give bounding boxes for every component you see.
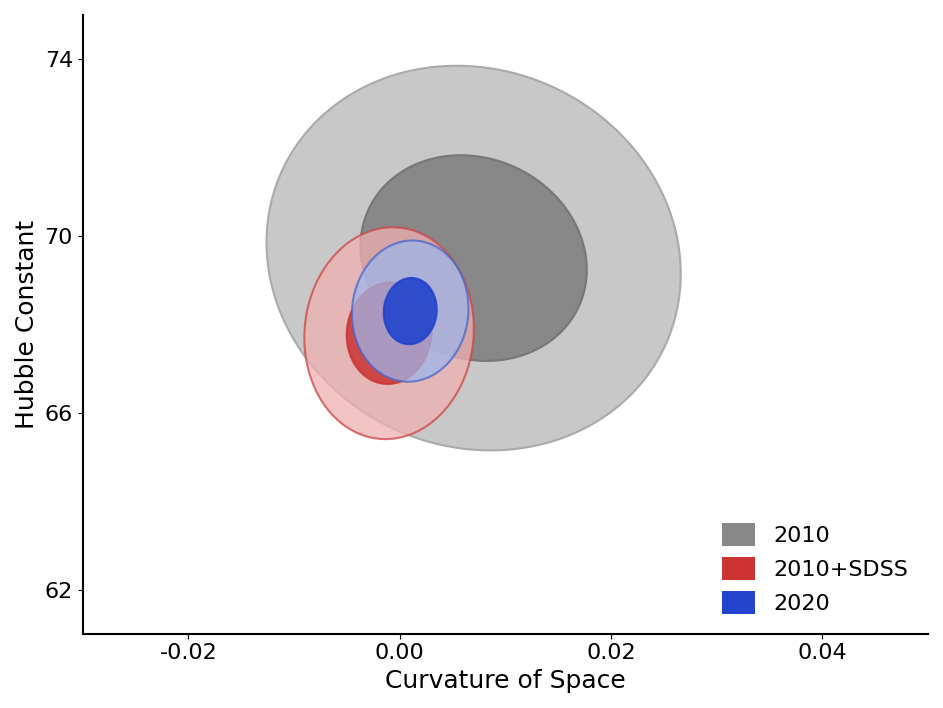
Legend: 2010, 2010+SDSS, 2020: 2010, 2010+SDSS, 2020 [713, 514, 917, 622]
Polygon shape [267, 66, 681, 450]
Polygon shape [352, 241, 469, 382]
X-axis label: Curvature of Space: Curvature of Space [385, 669, 626, 693]
Polygon shape [384, 278, 437, 344]
Polygon shape [347, 282, 432, 384]
Polygon shape [360, 155, 587, 361]
Y-axis label: Hubble Constant: Hubble Constant [15, 219, 39, 429]
Polygon shape [305, 227, 473, 439]
